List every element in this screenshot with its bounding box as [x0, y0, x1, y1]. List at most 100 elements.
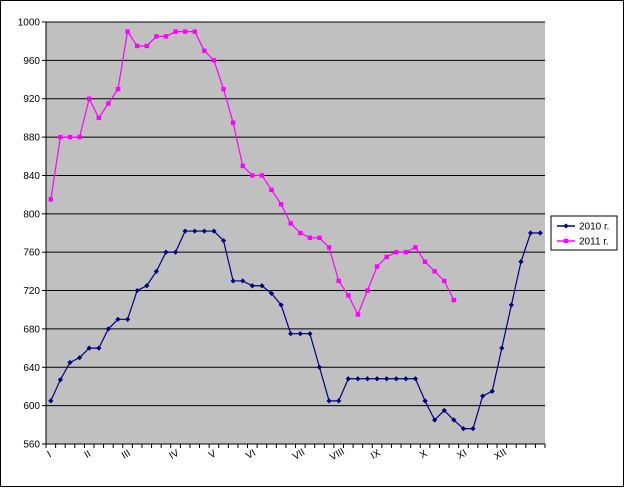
- data-point-2011: [346, 293, 351, 298]
- data-point-2010: [249, 283, 255, 289]
- data-point-2011: [259, 173, 265, 178]
- y-tick-label: 600: [23, 401, 40, 412]
- legend: 2010 г. 2011 г.: [550, 215, 618, 251]
- data-point-2011: [230, 120, 236, 125]
- data-point-2010: [96, 345, 102, 351]
- data-point-2010: [134, 287, 140, 294]
- x-month-label: I: [46, 449, 54, 460]
- data-point-2010: [393, 376, 399, 382]
- data-point-2011: [96, 115, 101, 121]
- data-point-2010: [86, 345, 92, 351]
- x-month-label: IV: [167, 448, 181, 462]
- data-point-2010: [124, 316, 131, 322]
- data-point-2011: [384, 254, 389, 260]
- data-point-2010: [336, 398, 342, 404]
- data-point-2011: [278, 202, 284, 207]
- data-point-2011: [365, 288, 370, 293]
- data-point-2010: [76, 355, 83, 361]
- data-point-2010: [201, 228, 207, 234]
- data-point-2011: [403, 249, 409, 255]
- x-month-label: XII: [493, 447, 509, 463]
- series-line-2010: [50, 230, 541, 430]
- data-point-2010: [220, 238, 227, 244]
- data-point-2010: [259, 283, 265, 289]
- y-tick-label: 720: [23, 286, 40, 297]
- x-axis: I II III IV V VI VII VIII IX X XI XII: [45, 443, 546, 463]
- data-point-2011: [413, 245, 418, 250]
- x-month-label: IX: [369, 448, 383, 462]
- data-point-2010: [518, 259, 524, 265]
- y-tick-label: 1000: [18, 18, 41, 29]
- x-month-label: III: [120, 448, 133, 462]
- y-tick-label: 560: [23, 440, 40, 451]
- x-month-label: VIII: [328, 446, 347, 463]
- data-point-2011: [77, 134, 82, 140]
- data-point-2010: [403, 376, 409, 382]
- data-point-2011: [125, 29, 130, 34]
- data-point-2011: [307, 235, 313, 240]
- data-point-2010: [480, 393, 486, 399]
- data-point-2010: [48, 398, 54, 404]
- data-point-2010: [355, 376, 361, 382]
- data-point-2011: [154, 34, 159, 39]
- x-month-label: X: [418, 448, 430, 461]
- data-point-2010: [278, 302, 284, 308]
- data-point-2010: [528, 230, 534, 236]
- data-point-2010: [105, 326, 111, 332]
- data-point-2010: [307, 331, 313, 337]
- data-point-2011: [326, 245, 332, 250]
- data-point-2010: [451, 417, 457, 423]
- data-point-2010: [441, 407, 447, 414]
- data-point-2011: [58, 134, 63, 140]
- y-tick-label: 960: [23, 56, 40, 67]
- data-point-2011: [442, 278, 447, 284]
- series-group: [48, 29, 543, 432]
- data-point-2011: [106, 101, 111, 106]
- legend-marker-2011: [563, 238, 569, 244]
- data-point-2011: [394, 249, 399, 255]
- x-month-label: V: [207, 448, 219, 461]
- data-point-2010: [384, 376, 390, 382]
- data-point-2010: [316, 364, 323, 370]
- data-point-2011: [211, 58, 217, 63]
- data-point-2011: [67, 134, 73, 140]
- data-point-2010: [230, 278, 236, 284]
- y-tick-label: 760: [23, 248, 40, 259]
- data-point-2010: [508, 302, 515, 308]
- data-point-2011: [86, 96, 92, 101]
- data-point-2010: [326, 398, 332, 404]
- x-month-label: VII: [291, 447, 307, 463]
- data-point-2011: [374, 264, 380, 269]
- data-point-2011: [221, 86, 226, 92]
- data-point-2010: [422, 398, 428, 404]
- y-tick-label: 800: [23, 209, 40, 220]
- data-point-2010: [153, 268, 159, 274]
- legend-label-2011: 2011 г.: [579, 237, 609, 248]
- x-month-label: XI: [455, 448, 469, 462]
- data-point-2011: [269, 187, 274, 193]
- y-tick-label: 920: [23, 94, 40, 105]
- data-point-2011: [432, 269, 437, 274]
- data-point-2011: [182, 29, 188, 34]
- data-point-2010: [192, 228, 198, 234]
- data-point-2011: [144, 43, 149, 49]
- data-point-2010: [364, 376, 371, 382]
- data-point-2011: [115, 86, 121, 92]
- data-point-2011: [355, 312, 361, 317]
- data-point-2010: [288, 331, 294, 337]
- data-point-2010: [460, 426, 467, 432]
- y-axis: 560 600 640 680 720 760 800 840 880 920 960 1000: [18, 18, 47, 451]
- data-point-2011: [240, 163, 245, 169]
- data-point-2011: [134, 43, 140, 49]
- data-point-2011: [202, 48, 207, 53]
- data-point-2011: [192, 29, 197, 34]
- data-point-2010: [115, 316, 121, 322]
- legend-box: [550, 215, 618, 251]
- data-point-2011: [48, 197, 53, 202]
- legend-marker-2010: [563, 223, 569, 229]
- data-point-2011: [298, 230, 303, 236]
- legend-label-2010: 2010 г.: [579, 222, 609, 233]
- data-point-2010: [432, 417, 438, 423]
- plot-area: [46, 22, 545, 444]
